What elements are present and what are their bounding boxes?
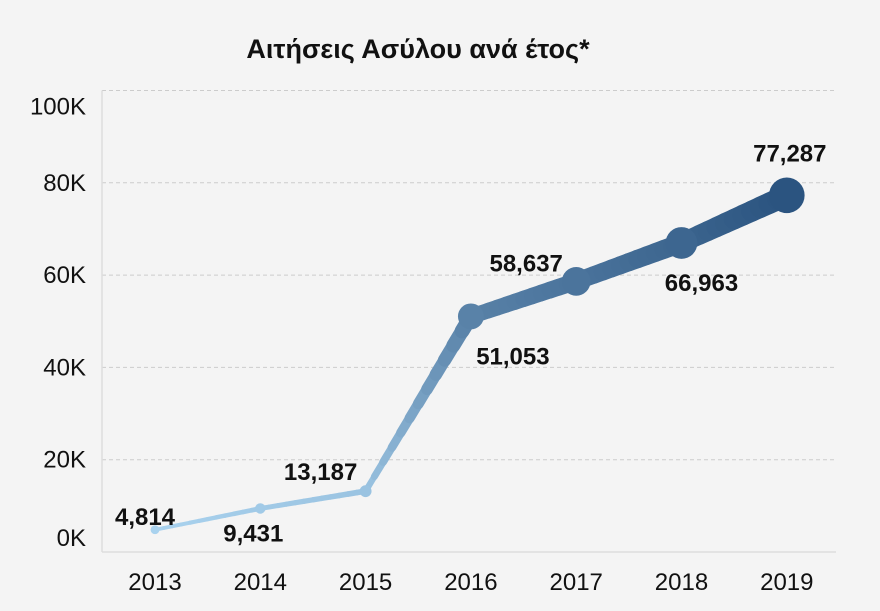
y-tick-label: 20K [43, 447, 86, 474]
y-axis: 0K 20K 40K 60K 80K 100K [30, 90, 103, 552]
x-tick-label: 2016 [444, 569, 497, 596]
data-label: 51,053 [476, 343, 549, 370]
y-tick-label: 100K [30, 94, 86, 121]
x-tick-label: 2014 [234, 569, 287, 596]
x-tick-label: 2013 [128, 569, 181, 596]
data-point [359, 485, 372, 498]
y-tick-label: 80K [43, 170, 86, 197]
data-label: 58,637 [489, 250, 562, 277]
data-label: 77,287 [753, 140, 826, 167]
x-tick-label: 2019 [760, 569, 813, 596]
chart-title: Αιτήσεις Ασύλου ανά έτος* [246, 34, 590, 64]
data-label: 4,814 [115, 504, 176, 531]
x-tick-label: 2018 [655, 569, 708, 596]
data-point [457, 303, 484, 330]
series-markers [150, 177, 805, 535]
data-point [769, 177, 805, 214]
gridlines [102, 90, 836, 461]
data-label: 13,187 [284, 459, 357, 486]
data-point [665, 227, 698, 259]
data-label: 66,963 [665, 270, 738, 297]
data-point [255, 503, 266, 514]
data-labels: 4,814 9,431 13,187 51,053 58,637 66,963 77,287 [115, 140, 827, 547]
data-label: 9,431 [223, 520, 283, 547]
x-axis: 2013 2014 2015 2016 2017 2018 2019 [102, 551, 836, 596]
series-line [153, 184, 798, 532]
y-tick-label: 40K [43, 354, 86, 381]
y-tick-label: 0K [57, 525, 86, 552]
y-tick-label: 60K [43, 262, 86, 289]
data-point [150, 525, 160, 535]
x-tick-label: 2015 [339, 569, 392, 596]
x-tick-label: 2017 [550, 569, 603, 596]
data-point [561, 267, 591, 296]
